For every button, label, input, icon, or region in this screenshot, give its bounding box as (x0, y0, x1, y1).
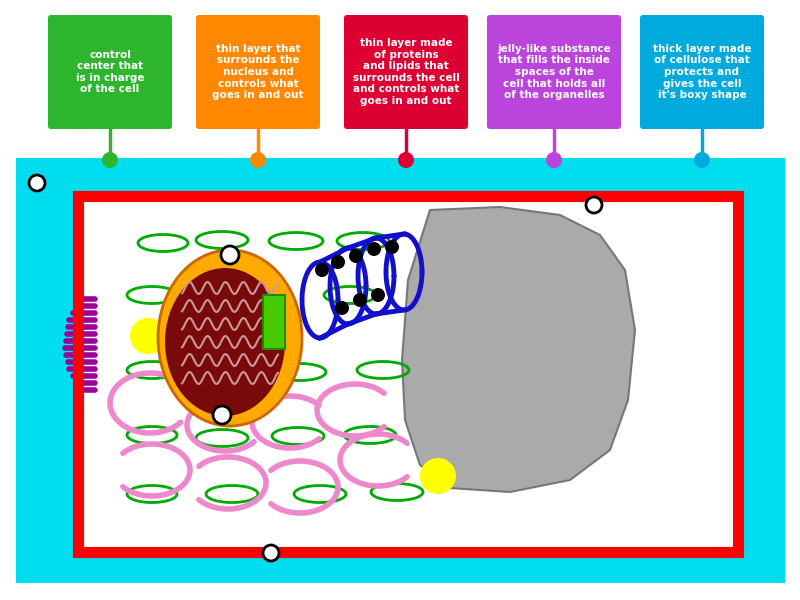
Circle shape (331, 255, 345, 269)
Text: thin layer that
surrounds the
nucleus and
controls what
goes in and out: thin layer that surrounds the nucleus an… (212, 44, 304, 100)
Bar (263, 295, 285, 349)
Circle shape (367, 242, 381, 256)
Circle shape (29, 175, 45, 191)
Ellipse shape (158, 250, 302, 426)
Bar (28, 170, 772, 570)
Circle shape (694, 152, 710, 168)
FancyBboxPatch shape (640, 15, 764, 129)
Ellipse shape (165, 268, 285, 416)
Circle shape (102, 152, 118, 168)
Circle shape (353, 293, 367, 307)
Circle shape (250, 152, 266, 168)
Text: thick layer made
of cellulose that
protects and
gives the cell
it's boxy shape: thick layer made of cellulose that prote… (653, 44, 751, 100)
Circle shape (420, 458, 456, 494)
Polygon shape (402, 207, 635, 492)
FancyBboxPatch shape (487, 15, 621, 129)
Circle shape (130, 318, 166, 354)
Circle shape (263, 545, 279, 561)
Bar (78, 196, 738, 552)
Circle shape (349, 249, 363, 263)
Text: control
center that
is in charge
of the cell: control center that is in charge of the … (76, 50, 144, 94)
Text: thin layer made
of proteins
and lipids that
surrounds the cell
and controls what: thin layer made of proteins and lipids t… (353, 38, 459, 106)
Circle shape (385, 240, 399, 254)
Circle shape (315, 263, 329, 277)
Circle shape (546, 152, 562, 168)
Circle shape (335, 301, 349, 315)
Circle shape (213, 406, 231, 424)
Circle shape (371, 288, 385, 302)
Text: jelly-like substance
that fills the inside
spaces of the
cell that holds all
of : jelly-like substance that fills the insi… (497, 44, 611, 100)
Circle shape (398, 152, 414, 168)
FancyBboxPatch shape (196, 15, 320, 129)
Bar (78, 196, 738, 552)
FancyBboxPatch shape (344, 15, 468, 129)
Circle shape (221, 246, 239, 264)
FancyBboxPatch shape (48, 15, 172, 129)
Circle shape (586, 197, 602, 213)
